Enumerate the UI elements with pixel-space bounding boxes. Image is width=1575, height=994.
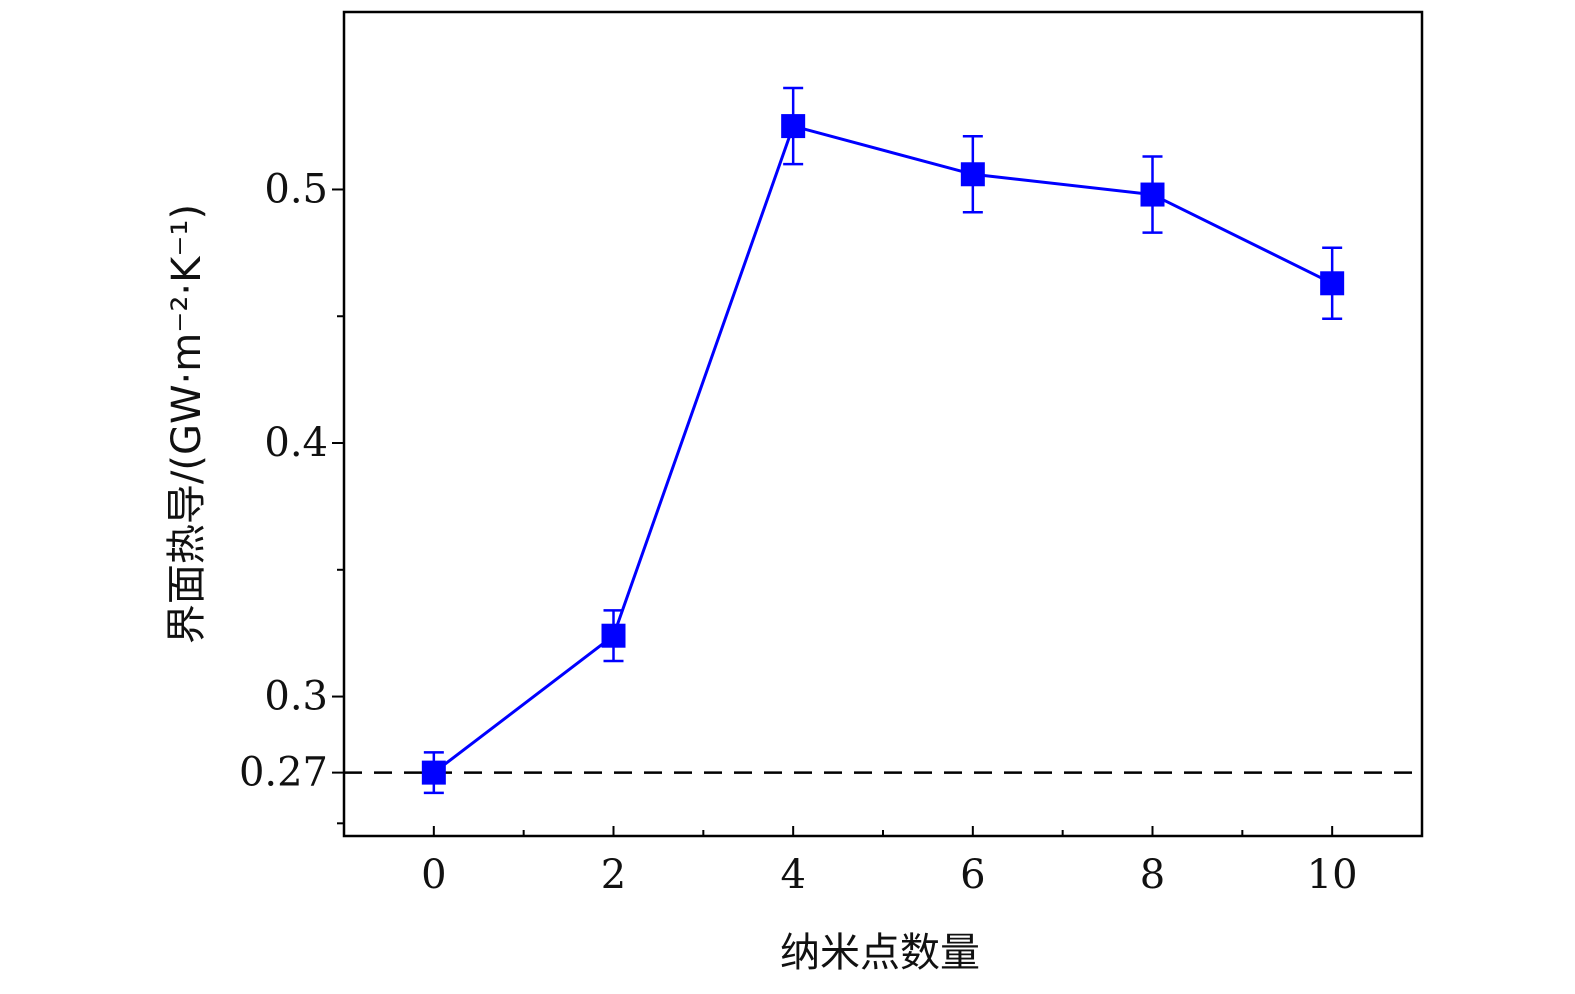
y-tick-label: 0.3 bbox=[264, 674, 328, 720]
ticks-layer bbox=[332, 188, 1334, 836]
plot-frame bbox=[342, 10, 1424, 838]
data-point-marker bbox=[781, 114, 806, 139]
data-point-marker bbox=[1140, 182, 1165, 207]
y-axis-title: 界面热导/(GW·m⁻²·K⁻¹) bbox=[164, 204, 210, 644]
x-axis-title: 纳米点数量 bbox=[780, 930, 980, 976]
data-point-marker bbox=[421, 760, 446, 785]
data-point-marker bbox=[1320, 271, 1345, 296]
x-tick-label: 10 bbox=[1307, 852, 1358, 898]
x-tick-label: 4 bbox=[780, 852, 805, 898]
series-line bbox=[432, 124, 1333, 774]
x-tick-label: 2 bbox=[601, 852, 626, 898]
tick-labels-layer: 0 2 4 6 8 10 0.27 0.3 0.4 0.5 bbox=[239, 166, 1358, 898]
y-tick-label: 0.5 bbox=[264, 166, 328, 212]
series-layer bbox=[421, 86, 1345, 795]
x-tick-label: 0 bbox=[421, 852, 446, 898]
x-tick-label: 6 bbox=[960, 852, 985, 898]
data-point-marker bbox=[601, 623, 626, 648]
y-tick-label: 0.4 bbox=[264, 420, 328, 466]
y-tick-label: 0.27 bbox=[239, 750, 328, 796]
data-point-marker bbox=[960, 162, 985, 187]
x-tick-label: 8 bbox=[1140, 852, 1165, 898]
